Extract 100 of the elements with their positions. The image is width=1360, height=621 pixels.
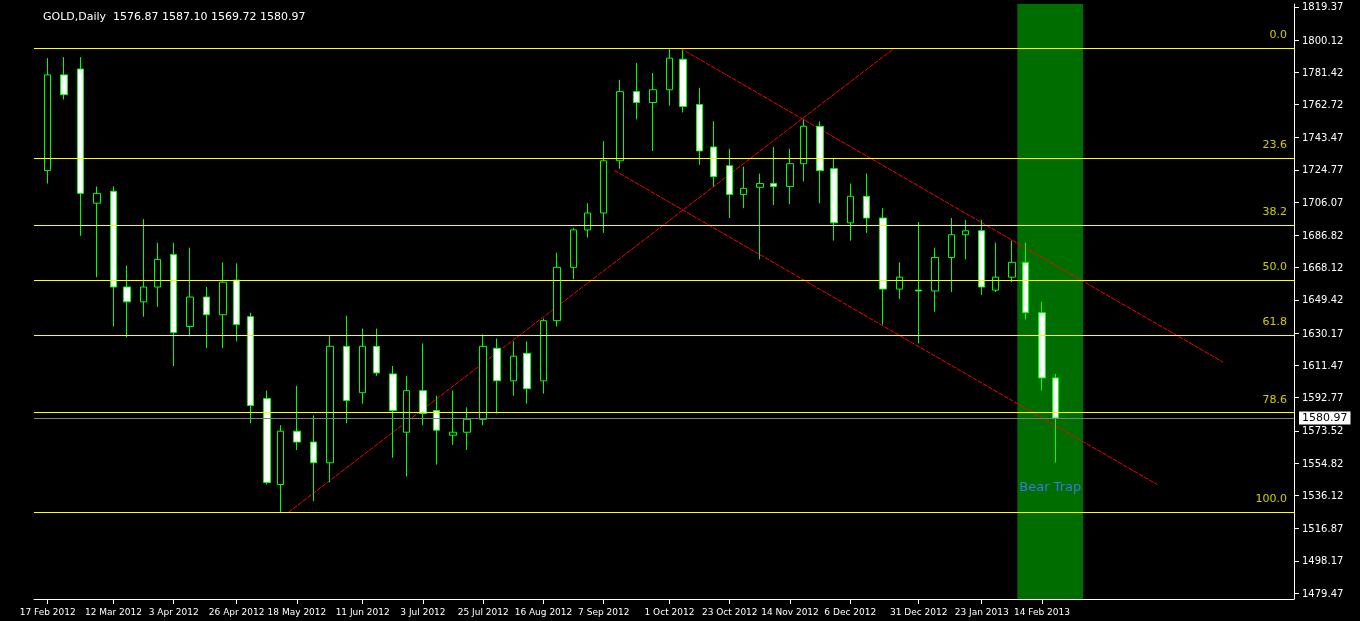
candlestick bbox=[140, 218, 147, 318]
candlestick bbox=[786, 148, 794, 205]
y-tick-label: 1762.72 bbox=[1302, 99, 1344, 111]
x-tick-label: 3 Jul 2012 bbox=[400, 606, 446, 617]
candlestick bbox=[110, 185, 117, 328]
candlestick bbox=[1052, 373, 1059, 464]
y-tick-label: 1630.17 bbox=[1302, 327, 1344, 339]
x-tick-label: 1 Oct 2012 bbox=[644, 606, 695, 617]
y-tick-label: 1479.47 bbox=[1302, 587, 1344, 599]
candlestick bbox=[389, 365, 397, 459]
candlestick bbox=[978, 219, 985, 296]
x-tick-label: 11 Jun 2012 bbox=[335, 606, 390, 617]
candlestick bbox=[679, 49, 687, 113]
candlestick bbox=[186, 247, 194, 337]
candlestick bbox=[800, 118, 807, 182]
candlestick bbox=[1008, 240, 1016, 283]
x-tick-label: 18 May 2012 bbox=[267, 606, 327, 617]
candlestick bbox=[403, 375, 410, 478]
y-tick-label: 1516.87 bbox=[1302, 523, 1344, 535]
candlestick bbox=[879, 207, 887, 326]
x-tick-label: 23 Jan 2013 bbox=[954, 606, 1009, 617]
candlestick bbox=[433, 395, 440, 466]
candlestick bbox=[219, 261, 227, 349]
y-tick-label: 1800.12 bbox=[1302, 34, 1344, 46]
annotation: 61.8 bbox=[1262, 314, 1287, 328]
x-tick-label: 25 Jul 2012 bbox=[457, 606, 509, 617]
candlestick bbox=[553, 252, 561, 328]
candlestick bbox=[770, 146, 777, 206]
x-tick-label: 26 Apr 2012 bbox=[208, 606, 265, 617]
y-tick-label: 1498.17 bbox=[1302, 555, 1344, 567]
candlestick bbox=[1022, 242, 1029, 321]
candlestick bbox=[310, 414, 317, 502]
candlestick bbox=[584, 202, 591, 239]
candlestick bbox=[203, 286, 210, 349]
candlestick bbox=[373, 328, 380, 377]
candlestick bbox=[463, 406, 471, 451]
candlestick bbox=[948, 217, 955, 293]
y-tick-label: 1724.77 bbox=[1302, 164, 1344, 176]
candlestick bbox=[863, 173, 870, 234]
candlestick bbox=[600, 140, 607, 234]
candlestick bbox=[44, 57, 51, 185]
candlestick bbox=[247, 312, 254, 424]
candlestick bbox=[419, 342, 427, 426]
y-tick-label: 1743.47 bbox=[1302, 132, 1344, 144]
candlestick bbox=[510, 340, 517, 397]
candlestick bbox=[962, 219, 969, 260]
y-tick-label: 1611.47 bbox=[1302, 359, 1344, 371]
annotation: 38.2 bbox=[1262, 205, 1287, 219]
candlestick bbox=[570, 227, 577, 280]
x-tick-label: 16 Aug 2012 bbox=[514, 606, 573, 617]
candlestick bbox=[93, 185, 101, 278]
candlestick bbox=[277, 424, 284, 513]
candlestick bbox=[479, 333, 487, 426]
candlestick bbox=[915, 221, 922, 344]
candlestick bbox=[1038, 301, 1046, 392]
x-tick-label: 7 Sep 2012 bbox=[578, 606, 630, 617]
candlestick bbox=[896, 261, 903, 300]
candlestick bbox=[359, 328, 366, 405]
candlestick bbox=[123, 264, 131, 338]
candlestick bbox=[649, 72, 657, 152]
candlestick bbox=[756, 173, 764, 260]
y-tick-label: 1706.07 bbox=[1302, 196, 1344, 208]
x-tick-label: 23 Oct 2012 bbox=[701, 606, 758, 617]
candlestick bbox=[740, 166, 747, 209]
y-tick-label: 1592.77 bbox=[1302, 392, 1344, 404]
text: GOLD,Daily 1576.87 1587.10 1569.72 1580.97 bbox=[43, 10, 306, 23]
candlestick bbox=[710, 120, 717, 187]
candlestick bbox=[540, 318, 547, 395]
band-label: Bear Trap bbox=[1019, 479, 1082, 494]
annotation: 0.0 bbox=[1269, 28, 1287, 42]
x-tick-label: 14 Feb 2013 bbox=[1013, 606, 1071, 617]
candlestick bbox=[847, 183, 854, 242]
candlestick bbox=[343, 315, 350, 424]
y-tick-label: 1554.82 bbox=[1302, 457, 1344, 469]
candlestick bbox=[263, 390, 271, 485]
ref-line-label: 1580.97 bbox=[1302, 411, 1348, 425]
annotation: 78.6 bbox=[1262, 392, 1287, 406]
x-tick-label: 12 Mar 2012 bbox=[84, 606, 142, 617]
candlestick bbox=[931, 247, 939, 313]
candlestick bbox=[666, 48, 673, 107]
candlestick bbox=[816, 120, 824, 204]
y-tick-label: 1649.42 bbox=[1302, 294, 1344, 306]
candlestick bbox=[326, 335, 334, 483]
candlestick bbox=[170, 242, 177, 367]
x-tick-label: 31 Dec 2012 bbox=[889, 606, 948, 617]
candlestick bbox=[523, 340, 531, 405]
x-tick-label: 14 Nov 2012 bbox=[761, 606, 819, 617]
y-tick-label: 1668.12 bbox=[1302, 262, 1344, 274]
x-tick-label: 3 Apr 2012 bbox=[148, 606, 199, 617]
candlestick bbox=[493, 337, 501, 414]
candlestick bbox=[616, 79, 624, 170]
y-tick-label: 1536.12 bbox=[1302, 489, 1344, 501]
annotation: 50.0 bbox=[1262, 260, 1287, 274]
y-tick-label: 1819.37 bbox=[1302, 1, 1344, 13]
candlestick bbox=[726, 148, 733, 219]
annotation: 23.6 bbox=[1262, 137, 1287, 151]
candlestick bbox=[154, 242, 161, 308]
candlestick bbox=[60, 56, 68, 101]
x-tick-label: 6 Dec 2012 bbox=[824, 606, 877, 617]
candlestick bbox=[77, 56, 84, 237]
